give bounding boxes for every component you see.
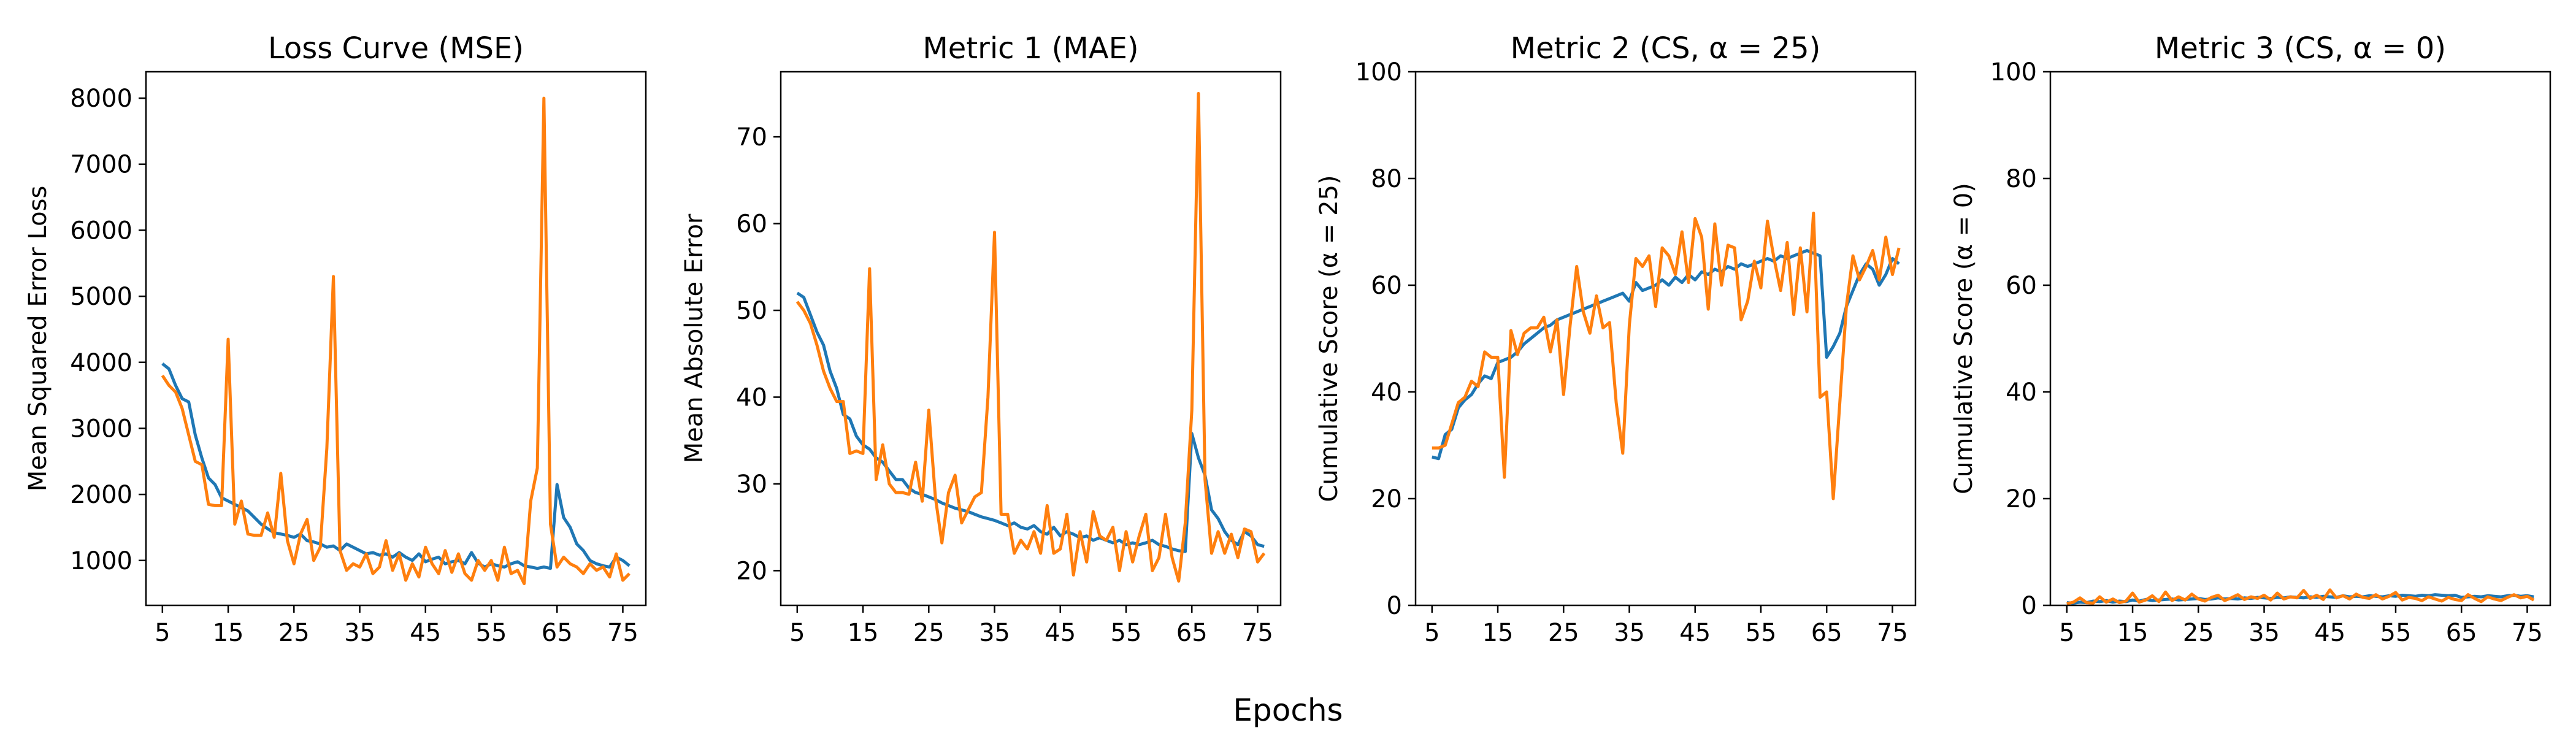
x-tick-label: 35 [2248, 619, 2280, 647]
plot-frame [780, 71, 1282, 607]
subplot-4: 5 15 25 35 45 55 65 75 0 20 40 60 80 100 Metric 3 (CS,… [1950, 31, 2551, 647]
y-tick-label: 5000 [70, 283, 132, 311]
y-tick-label: 8000 [70, 85, 132, 113]
x-tick-label: 75 [1242, 619, 1273, 647]
x-tick-label: 65 [1176, 619, 1208, 647]
y-tick-label: 60 [2006, 272, 2037, 300]
x-tick-label: 15 [2117, 619, 2149, 647]
subplot-title: Loss Curve (MSE) [268, 31, 524, 66]
y-tick-label: 20 [736, 557, 767, 585]
x-tick-label: 5 [1424, 619, 1439, 647]
y-tick-label: 0 [1387, 592, 1402, 620]
y-tick-label: 20 [2006, 485, 2037, 513]
x-tick-label: 75 [607, 619, 638, 647]
y-tick-label: 60 [736, 210, 767, 239]
x-tick-label: 55 [2380, 619, 2412, 647]
series-line-2 [1432, 212, 1901, 500]
y-axis-label: Mean Squared Error Loss [24, 186, 52, 492]
y-tick-label: 6000 [70, 217, 132, 245]
x-tick-label: 35 [344, 619, 375, 647]
x-tick-label: 55 [1746, 619, 1777, 647]
y-tick-label: 30 [736, 470, 767, 499]
x-tick-label: 5 [789, 619, 805, 647]
subplot-title: Metric 3 (CS, α = 0) [2155, 31, 2446, 66]
subplot-1: 5 15 25 35 45 55 65 75 1000 2000 3000 4000 5000 6000 7… [24, 31, 647, 647]
y-axis-label: Cumulative Score (α = 25) [1315, 175, 1343, 502]
y-tick-label: 80 [2006, 165, 2037, 193]
x-tick-label: 75 [2512, 619, 2543, 647]
x-tick-label: 55 [476, 619, 507, 647]
y-tick-label: 100 [1355, 58, 1402, 86]
y-tick-label: 3000 [70, 415, 132, 443]
y-tick-label: 40 [736, 383, 767, 412]
x-tick-label: 45 [1679, 619, 1711, 647]
subplot-title: Metric 1 (MAE) [922, 31, 1138, 66]
plot-frame [145, 71, 647, 607]
x-tick-label: 15 [1482, 619, 1514, 647]
plot-frame [2049, 71, 2551, 607]
x-tick-label: 45 [410, 619, 441, 647]
subplot-3: 5 15 25 35 45 55 65 75 0 20 40 60 80 100 Metric 2 (CS,… [1315, 31, 1917, 647]
y-tick-label: 0 [2022, 592, 2037, 620]
x-tick-label: 25 [278, 619, 310, 647]
x-tick-label: 5 [155, 619, 170, 647]
y-tick-label: 70 [736, 123, 767, 151]
y-tick-label: 80 [1371, 165, 1402, 193]
x-tick-label: 75 [1877, 619, 1908, 647]
x-tick-label: 35 [979, 619, 1010, 647]
x-tick-label: 25 [2183, 619, 2214, 647]
x-tick-label: 25 [1548, 619, 1579, 647]
figure-xlabel: Epochs [1233, 692, 1343, 728]
series-line-2 [795, 91, 1266, 583]
x-tick-label: 15 [213, 619, 244, 647]
y-tick-label: 2000 [70, 481, 132, 509]
y-tick-label: 40 [2006, 378, 2037, 407]
x-tick-label: 65 [2446, 619, 2477, 647]
y-tick-label: 7000 [70, 151, 132, 179]
x-tick-label: 25 [913, 619, 945, 647]
x-tick-label: 65 [1811, 619, 1842, 647]
x-tick-label: 45 [2314, 619, 2345, 647]
y-tick-label: 60 [1371, 272, 1402, 300]
y-tick-label: 4000 [70, 349, 132, 377]
y-tick-label: 40 [1371, 378, 1402, 407]
x-tick-label: 35 [1614, 619, 1645, 647]
y-tick-label: 20 [1371, 485, 1402, 513]
y-axis-label: Cumulative Score (α = 0) [1950, 183, 1978, 494]
subplot-panels: 5 15 25 35 45 55 65 751000200030004000500060007… [24, 31, 2551, 647]
y-tick-label: 1000 [70, 547, 132, 575]
subplot-2: 5 15 25 35 45 55 65 75 20 30 40 50 60 70 Metric 1 (MAE… [680, 31, 1282, 647]
x-tick-label: 55 [1111, 619, 1142, 647]
x-tick-label: 5 [2059, 619, 2074, 647]
subplot-title: Metric 2 (CS, α = 25) [1511, 31, 1821, 66]
y-tick-label: 50 [736, 297, 767, 325]
y-axis-label: Mean Absolute Error [680, 213, 708, 463]
plot-frame [1414, 71, 1917, 607]
x-tick-label: 15 [848, 619, 879, 647]
x-tick-label: 45 [1045, 619, 1076, 647]
series-line-2 [161, 96, 631, 585]
y-tick-label: 100 [1990, 58, 2037, 86]
series-line-2 [2066, 588, 2535, 605]
x-tick-label: 65 [542, 619, 573, 647]
